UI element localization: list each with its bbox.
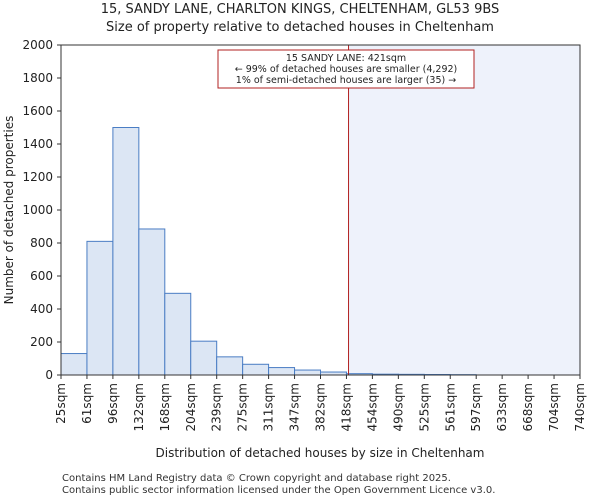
y-tick-label-1600: 1600 [22,104,53,118]
annotation-line2: ← 99% of detached houses are smaller (4,… [235,64,458,75]
y-tick-label-400: 400 [30,302,53,316]
y-tick-labels: 0 200 400 600 800 1000 1200 1400 1600 1800 2000 [22,38,53,382]
y-tick-label-1200: 1200 [22,170,53,184]
x-tick-label-239sqm: 239sqm [210,383,224,431]
x-tick-label-96sqm: 96sqm [106,383,120,424]
larger-region-shade [348,45,580,375]
x-tick-label-668sqm: 668sqm [521,383,535,431]
y-tick-label-200: 200 [30,335,53,349]
bar-275sqm [242,363,270,376]
x-tick-label-633sqm: 633sqm [495,383,509,431]
x-tick-label-25sqm: 25sqm [54,383,68,424]
x-tick-label-61sqm: 61sqm [80,383,94,424]
bar-239sqm [216,356,244,376]
bar-311sqm [268,367,296,376]
x-tick-labels: 25sqm 61sqm 96sqm 132sqm 168sqm 204sqm 239sqm 2… [54,383,587,431]
bar-132sqm [138,228,166,376]
x-tick-label-454sqm: 454sqm [365,383,379,431]
x-tick-label-382sqm: 382sqm [314,383,328,431]
x-tick-label-704sqm: 704sqm [547,383,561,431]
annotation-border [217,49,475,89]
chart-subtitle: Size of property relative to detached ho… [106,20,494,35]
histogram-chart: 0 200 400 600 800 1000 1200 1400 1600 1800 2000 25… [2,38,587,460]
y-tick-label-1400: 1400 [22,137,53,151]
bar-347sqm [294,369,321,376]
y-tick-label-0: 0 [45,368,53,382]
bar-96sqm [112,127,140,376]
chart-title: 15, SANDY LANE, CHARLTON KINGS, CHELTENH… [100,2,500,17]
footer-line1: Contains HM Land Registry data © Crown c… [62,473,451,484]
y-axis-label: Number of detached properties [2,116,16,305]
x-tick-label-740sqm: 740sqm [573,383,587,431]
y-tick-label-2000: 2000 [22,38,53,52]
bar-168sqm [164,292,192,376]
bar-61sqm [86,240,114,376]
y-tick-label-800: 800 [30,236,53,250]
y-tick-label-600: 600 [30,269,53,283]
bars-group [60,127,477,376]
y-tick-label-1800: 1800 [22,71,53,85]
x-tick-label-132sqm: 132sqm [132,383,146,431]
annotation-line1: 15 SANDY LANE: 421sqm [286,53,406,64]
x-tick-label-597sqm: 597sqm [469,383,483,431]
bar-25sqm [60,353,88,376]
x-tick-label-561sqm: 561sqm [443,383,457,431]
x-tick-label-204sqm: 204sqm [184,383,198,431]
annotation-line3: 1% of semi-detached houses are larger (3… [236,75,456,86]
x-tick-label-418sqm: 418sqm [339,383,353,431]
x-axis-label: Distribution of detached houses by size … [156,446,485,460]
x-tick-label-347sqm: 347sqm [288,383,302,431]
footer-line2: Contains public sector information licen… [62,485,496,496]
x-tick-label-311sqm: 311sqm [262,383,276,431]
x-tick-label-168sqm: 168sqm [158,383,172,431]
annotation-box: 15 SANDY LANE: 421sqm ← 99% of detached … [217,49,475,89]
bar-204sqm [190,340,218,376]
axes-group [57,44,581,379]
y-tick-label-1000: 1000 [22,203,53,217]
x-tick-label-525sqm: 525sqm [417,383,431,431]
x-tick-label-490sqm: 490sqm [391,383,405,431]
x-tick-label-275sqm: 275sqm [236,383,250,431]
